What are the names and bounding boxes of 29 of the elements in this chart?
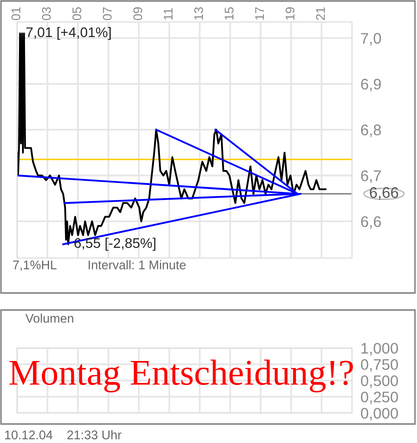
x-tick-label: 11 [164, 8, 173, 20]
y-tick-label: 0,000 [360, 408, 398, 420]
annotation: 7,01 [+4,01%] [26, 26, 111, 40]
text: 10.12.04 21:33 Uhr [5, 430, 122, 440]
x-tick-label: 17 [255, 7, 264, 20]
x-tick-label: 19 [286, 7, 294, 20]
x-tick-label: 01 [12, 7, 20, 20]
y-tick-label: 6,7 [361, 170, 381, 184]
x-tick-label: 05 [72, 7, 82, 20]
annotation: Montag Entscheidung!? [9, 360, 353, 392]
x-tick-label: 07 [102, 7, 112, 20]
ref-line-label: 6,66 [370, 187, 398, 200]
chart-title: Volumen [25, 314, 74, 323]
x-tick-label: 15 [224, 7, 234, 20]
y-tick-label: 0,250 [360, 392, 398, 404]
text: 7,1%HL [13, 260, 57, 271]
y-tick-label: 6,8 [361, 124, 381, 138]
text: Intervall: 1 Minute [88, 260, 186, 270]
x-tick-label: 03 [42, 7, 51, 20]
y-tick-label: 1,000 [362, 342, 398, 356]
y-tick-label: 6,6 [361, 216, 381, 229]
y-tick-label: 0,750 [360, 359, 398, 372]
x-tick-label: 13 [194, 7, 204, 20]
x-tick-label: 09 [133, 7, 142, 20]
y-tick-label: 7,0 [361, 32, 381, 46]
annotation: 6,55 [-2,85%] [74, 238, 156, 251]
y-tick-label: 6,9 [361, 78, 381, 92]
x-tick-label: 21 [316, 7, 325, 20]
y-tick-label: 0,500 [360, 375, 398, 388]
